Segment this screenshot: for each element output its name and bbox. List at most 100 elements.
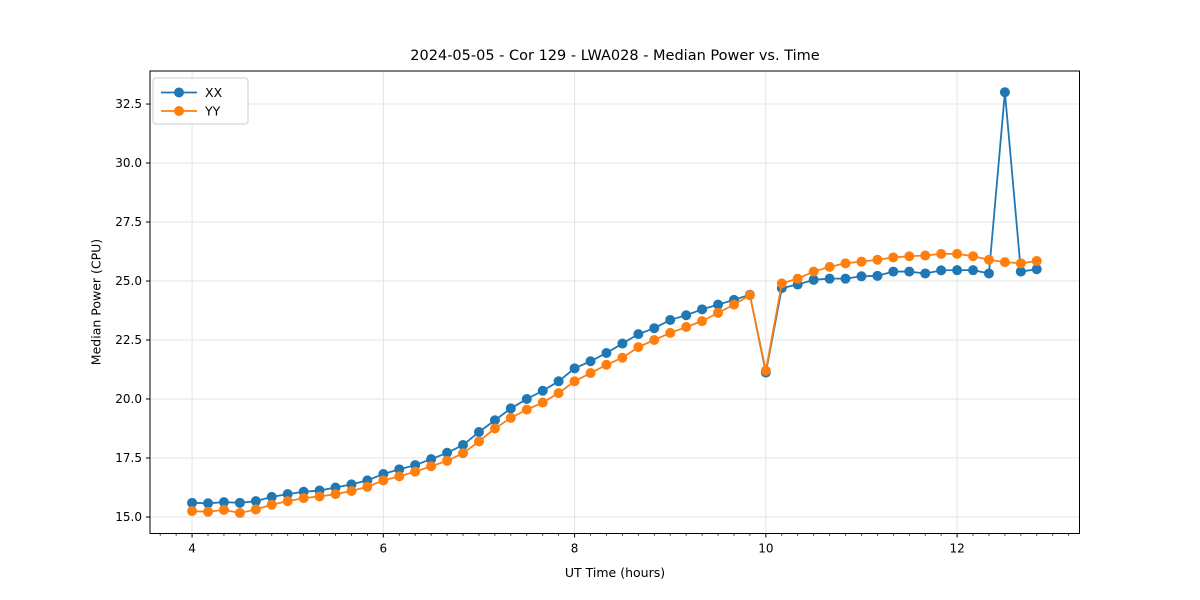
series-xx-marker bbox=[983, 268, 994, 279]
series-xx-marker bbox=[936, 265, 947, 276]
series-xx-marker bbox=[968, 265, 979, 276]
series-yy-line bbox=[192, 252, 1037, 514]
series-xx-marker bbox=[920, 268, 931, 279]
series-xx-marker bbox=[681, 310, 692, 321]
series-xx-marker bbox=[203, 498, 214, 509]
series-yy-marker bbox=[298, 493, 309, 504]
series-xx-marker bbox=[537, 385, 548, 396]
series-yy-marker bbox=[569, 376, 580, 387]
x-tick-label: 6 bbox=[380, 542, 388, 556]
y-tick-label: 25.0 bbox=[115, 274, 142, 288]
series-yy-marker bbox=[266, 499, 277, 510]
series-yy-marker bbox=[553, 388, 564, 399]
series-xx-marker bbox=[617, 338, 628, 349]
series-yy-marker bbox=[728, 299, 739, 310]
series-xx-marker bbox=[1031, 264, 1042, 275]
series-yy-marker bbox=[234, 507, 245, 518]
series-yy-marker bbox=[840, 258, 851, 269]
series-yy-marker bbox=[633, 342, 644, 353]
series-yy-marker bbox=[394, 471, 405, 482]
series-xx-marker bbox=[840, 273, 851, 284]
chart-title: 2024-05-05 - Cor 129 - LWA028 - Median P… bbox=[410, 48, 820, 64]
series-xx-marker bbox=[187, 497, 198, 508]
series-yy-marker bbox=[968, 251, 979, 262]
series-yy-marker bbox=[362, 481, 373, 492]
series-xx-marker bbox=[266, 491, 277, 502]
series-xx-marker bbox=[505, 403, 516, 414]
series-xx-marker bbox=[633, 329, 644, 340]
series-xx-marker bbox=[489, 415, 500, 426]
series-yy-marker bbox=[920, 250, 931, 261]
series-xx-marker bbox=[713, 299, 724, 310]
series-yy-marker bbox=[282, 496, 293, 507]
series-xx-marker bbox=[218, 497, 229, 508]
series-yy-marker bbox=[426, 461, 437, 472]
series-yy-marker bbox=[776, 278, 787, 289]
series-yy-marker bbox=[378, 475, 389, 486]
series-xx-marker bbox=[1015, 266, 1026, 277]
series-xx-marker bbox=[808, 274, 819, 285]
series-yy-marker bbox=[457, 448, 468, 459]
series-xx-marker bbox=[856, 271, 867, 282]
series-yy-marker bbox=[442, 455, 453, 466]
series-yy-marker bbox=[218, 504, 229, 515]
series-yy-marker bbox=[872, 254, 883, 265]
legend bbox=[152, 77, 249, 125]
series-yy-marker bbox=[904, 251, 915, 262]
y-tick-label: 20.0 bbox=[115, 392, 142, 406]
y-axis-label-text: Median Power (CPU) bbox=[88, 238, 104, 366]
series-yy-marker bbox=[697, 316, 708, 327]
legend-label-xx: XX bbox=[205, 85, 223, 100]
series-xx-marker bbox=[442, 447, 453, 458]
y-tick-label: 30.0 bbox=[115, 156, 142, 170]
x-tick-label: 8 bbox=[571, 542, 579, 556]
y-tick-label: 15.0 bbox=[115, 510, 142, 524]
series-yy-marker bbox=[585, 368, 596, 379]
series-yy-marker bbox=[1015, 258, 1026, 269]
x-axis-label: UT Time (hours) bbox=[564, 565, 666, 580]
series-yy-marker bbox=[203, 506, 214, 517]
series-yy-marker bbox=[617, 352, 628, 363]
series-yy-marker bbox=[713, 307, 724, 318]
series-xx-marker bbox=[697, 304, 708, 315]
x-tick-label: 4 bbox=[188, 542, 196, 556]
series-yy-marker bbox=[410, 466, 421, 477]
series-yy-marker bbox=[952, 248, 963, 259]
series-xx-marker bbox=[457, 440, 468, 451]
series-xx-marker bbox=[665, 314, 676, 325]
series-yy-marker bbox=[808, 266, 819, 277]
series-xx-marker bbox=[999, 87, 1010, 98]
series-yy-marker bbox=[537, 397, 548, 408]
series-yy-marker bbox=[330, 489, 341, 500]
plot-area bbox=[149, 70, 1080, 534]
series-yy-marker bbox=[665, 327, 676, 338]
series-yy-marker bbox=[999, 257, 1010, 268]
y-tick-label: 22.5 bbox=[115, 333, 142, 347]
series-yy-marker bbox=[489, 423, 500, 434]
series-xx-marker bbox=[553, 376, 564, 387]
series-yy-marker bbox=[936, 248, 947, 259]
series-xx-marker bbox=[234, 497, 245, 508]
series-yy-marker bbox=[744, 290, 755, 301]
series-yy-marker bbox=[601, 359, 612, 370]
legend-label-yy: YY bbox=[204, 104, 221, 119]
series-xx-marker bbox=[473, 427, 484, 438]
series-yy-marker bbox=[346, 486, 357, 497]
series-yy-marker bbox=[1031, 255, 1042, 266]
series-yy-marker bbox=[187, 506, 198, 517]
y-tick-label: 32.5 bbox=[115, 97, 142, 111]
series-yy-marker bbox=[824, 261, 835, 272]
series-xx-marker bbox=[585, 356, 596, 367]
series-xx-marker bbox=[649, 323, 660, 334]
series-yy-marker bbox=[983, 254, 994, 265]
series-yy-marker bbox=[888, 252, 899, 263]
series-yy-marker bbox=[314, 491, 325, 502]
series-xx-marker bbox=[824, 273, 835, 284]
series-yy-marker bbox=[792, 273, 803, 284]
x-tick-label: 10 bbox=[758, 542, 773, 556]
series-xx-marker bbox=[394, 464, 405, 475]
series-yy-marker bbox=[505, 412, 516, 423]
series-yy-marker bbox=[681, 322, 692, 333]
